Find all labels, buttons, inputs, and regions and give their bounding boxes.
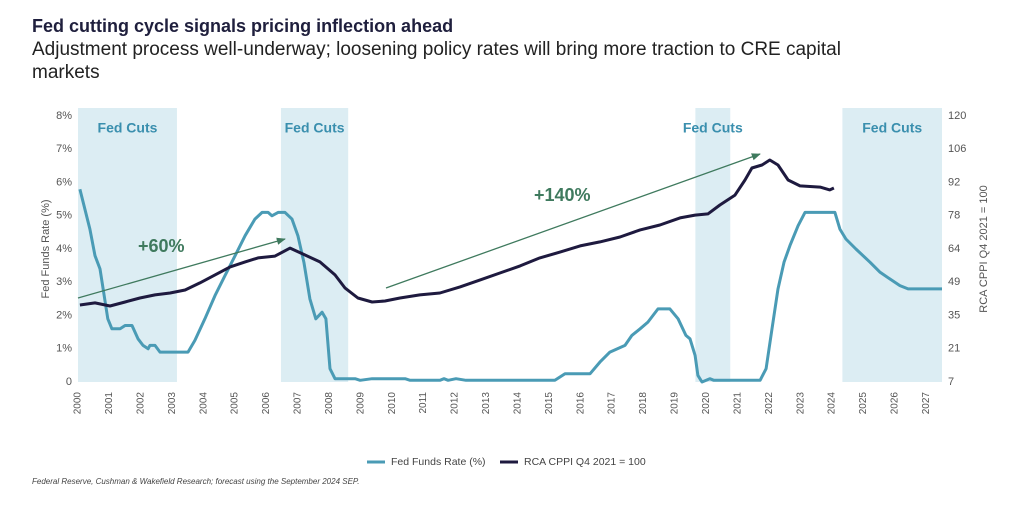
annotation: +60%	[138, 236, 185, 256]
x-tick-label: 2017	[607, 392, 618, 415]
shaded-region	[280, 108, 349, 382]
y-tick-label: 0	[66, 376, 72, 388]
legend-label: Fed Funds Rate (%)	[391, 456, 486, 468]
x-tick-label: 2014	[512, 392, 523, 415]
y-tick-label: 8%	[56, 110, 72, 122]
x-tick-label: 2007	[293, 392, 304, 415]
source-note: Federal Reserve, Cushman & Wakefield Res…	[32, 477, 359, 486]
y2-tick-label: 21	[948, 343, 960, 355]
shaded-region	[78, 108, 177, 382]
shaded-region	[695, 108, 731, 382]
y2-tick-label: 64	[948, 243, 960, 255]
x-tick-label: 2012	[450, 392, 461, 415]
region-label: Fed Cuts	[862, 120, 922, 136]
y2-tick-label: 35	[948, 309, 960, 321]
legend-label: RCA CPPI Q4 2021 = 100	[524, 456, 646, 468]
y2-tick-label: 120	[948, 110, 966, 122]
y-tick-label: 5%	[56, 210, 72, 222]
y2-tick-label: 49	[948, 276, 960, 288]
chart-subtitle: Adjustment process well-underway; loosen…	[32, 39, 841, 83]
series-line	[79, 158, 835, 308]
x-tick-label: 2010	[387, 392, 398, 415]
y-tick-label: 4%	[56, 243, 72, 255]
x-tick-label: 2001	[104, 392, 115, 415]
x-tick-label: 2019	[670, 392, 681, 415]
y2-tick-label: 106	[948, 143, 966, 155]
y2-axis-label: RCA CPPI Q4 2021 = 100	[978, 185, 990, 313]
annotation: +140%	[534, 185, 591, 205]
axis-layer: 0 1% 2% 3% 4% 5% 6% 7% 8% 7 21 35 49 64 78 92 106 120 2000…	[56, 110, 966, 414]
y-tick-label: 3%	[56, 276, 72, 288]
x-tick-label: 2005	[230, 392, 241, 415]
x-tick-label: 2015	[544, 392, 555, 415]
x-tick-label: 2003	[167, 392, 178, 415]
arrow	[77, 237, 286, 299]
x-tick-label: 2026	[890, 392, 901, 415]
x-tick-label: 2016	[575, 392, 586, 415]
y-tick-label: 1%	[56, 343, 72, 355]
region-label: Fed Cuts	[683, 120, 743, 136]
x-tick-label: 2020	[701, 392, 712, 415]
y-tick-label: 2%	[56, 309, 72, 321]
x-tick-label: 2004	[198, 392, 209, 415]
arrow	[385, 153, 761, 289]
y2-tick-label: 92	[948, 176, 960, 188]
x-tick-label: 2008	[324, 392, 335, 415]
shaded-layer: Fed Cuts Fed Cuts Fed Cuts Fed Cuts	[78, 108, 942, 382]
y-tick-label: 6%	[56, 176, 72, 188]
series-line	[78, 188, 942, 384]
x-tick-label: 2024	[827, 392, 838, 415]
x-tick-label: 2002	[135, 392, 146, 415]
x-tick-label: 2023	[795, 392, 806, 415]
x-tick-label: 2025	[858, 392, 869, 415]
x-tick-label: 2009	[355, 392, 366, 415]
region-label: Fed Cuts	[285, 120, 345, 136]
chart-title: Fed cutting cycle signals pricing inflec…	[32, 16, 453, 36]
y2-tick-label: 7	[948, 376, 954, 388]
x-tick-label: 2011	[418, 392, 429, 414]
subtitle-box: Adjustment process well-underway; loosen…	[32, 39, 841, 83]
x-tick-label: 2022	[764, 392, 775, 415]
x-tick-label: 2006	[261, 392, 272, 415]
x-tick-label: 2000	[73, 392, 84, 415]
x-tick-label: 2018	[638, 392, 649, 415]
line-layer	[78, 158, 942, 384]
region-label: Fed Cuts	[98, 120, 158, 136]
y2-tick-label: 78	[948, 210, 960, 222]
y-tick-label: 7%	[56, 143, 72, 155]
x-tick-label: 2027	[921, 392, 932, 415]
y-axis-label: Fed Funds Rate (%)	[40, 199, 52, 298]
x-tick-label: 2021	[732, 392, 743, 415]
shaded-region	[842, 108, 942, 382]
x-tick-label: 2013	[481, 392, 492, 415]
